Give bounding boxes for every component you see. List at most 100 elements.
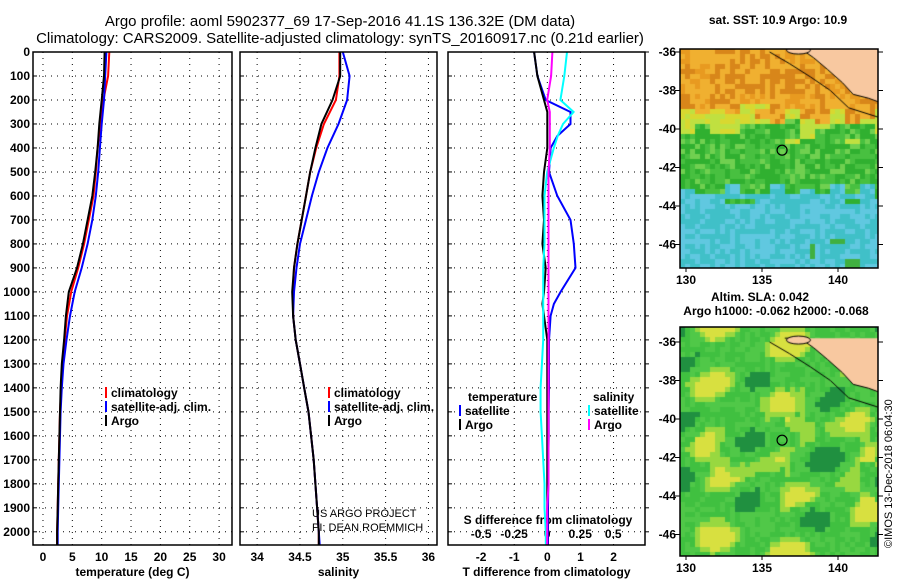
x-tick-label: 25 [183,550,197,564]
legend-label: satellite-adj. clim. [334,400,434,414]
legend-label: Argo [594,418,622,432]
y-tick-label: 900 [10,261,30,275]
series-line-salinity-satellite [539,51,576,545]
x-tick-label: 20 [154,550,168,564]
y-tick-label: 1000 [3,285,30,299]
x-tick-label: 36 [422,550,436,564]
x-tick-label: 34.5 [288,550,312,564]
lat-tick-label: -40 [659,122,677,136]
x-tick-label: 5 [69,550,76,564]
lat-tick-label: -38 [659,374,677,388]
x-tick-label: 30 [212,550,226,564]
series-line-salinity-argo [546,51,554,545]
sst-map-title: sat. SST: 10.9 Argo: 10.9 [709,13,848,27]
x-tick-label: 2 [610,550,617,564]
lon-tick-label: 135 [752,561,772,575]
plot-frame [447,51,646,546]
lat-tick-label: -40 [659,412,677,426]
y-tick-label: 1800 [3,477,30,491]
series-line-argo [291,52,342,545]
credit-line-2: PI: DEAN ROEMMICH [312,522,423,534]
legend-label: climatology [334,386,401,400]
lon-tick-label: 140 [828,273,848,287]
legend-title-temperature: temperature [468,390,538,404]
x-tick-label: 34 [250,550,264,564]
x-tick-label: 1 [577,550,584,564]
x-tick-label: 10 [95,550,109,564]
x2-tick-label: -0.5 [471,527,492,541]
x-axis-label: temperature (deg C) [75,565,189,579]
lat-tick-label: -44 [659,199,677,213]
plot-frame [32,51,233,546]
y-tick-label: 1500 [3,405,30,419]
title-line-2: Climatology: CARS2009. Satellite-adjuste… [36,30,644,47]
credit-line-1: US ARGO PROJECT [312,508,417,520]
x-axis-label: T difference from climatology [462,565,630,579]
profile-location-marker [776,144,788,156]
x-tick-label: 0 [40,550,47,564]
lat-tick-label: -36 [659,335,677,349]
lat-tick-label: -38 [659,84,677,98]
sla-map-title-2: Argo h1000: -0.062 h2000: -0.068 [683,304,869,318]
x-axis-label: salinity [318,565,360,579]
y-tick-label: 1600 [3,429,30,443]
y-tick-label: 200 [10,93,30,107]
x2-tick-label: -0.25 [500,527,528,541]
y-tick-label: 100 [10,69,30,83]
x2-tick-label: 0.25 [569,527,593,541]
y-tick-label: 400 [10,141,30,155]
legend-label: climatology [111,386,178,400]
lat-tick-label: -36 [659,45,677,59]
sla-map-image [680,327,878,556]
y-tick-label: 1900 [3,501,30,515]
series-line-temperature-satellite [533,51,577,545]
series-line-argo [56,51,106,545]
sst-map-image [680,49,878,268]
x-tick-label: 35 [336,550,350,564]
y-tick-label: 600 [10,189,30,203]
legend-label: Argo [465,418,493,432]
y-tick-label: 800 [10,237,30,251]
y-tick-label: 1100 [4,309,30,323]
legend-title-salinity: salinity [593,390,635,404]
y-tick-label: 300 [10,117,30,131]
lon-tick-label: 140 [828,561,848,575]
x-tick-label: 0 [544,550,551,564]
y-tick-label: 500 [10,165,30,179]
x-tick-label: 35.5 [374,550,398,564]
map-frame [679,326,879,557]
y-tick-label: 2000 [3,525,30,539]
map-frame [679,48,879,269]
legend-label: satellite [594,404,639,418]
x-tick-label: -1 [509,550,520,564]
legend-label: Argo [111,414,139,428]
legend-label: satellite-adj. clim. [111,400,211,414]
lat-tick-label: -46 [659,238,677,252]
y-tick-label: 1200 [3,333,30,347]
title-line-1: Argo profile: aoml 5902377_69 17-Sep-201… [105,13,575,30]
lon-tick-label: 130 [676,273,696,287]
x-tick-label: 15 [124,550,138,564]
lat-tick-label: -42 [659,161,677,175]
y-tick-label: 1300 [3,357,30,371]
lat-tick-label: -44 [659,489,677,503]
plot-frame [239,51,438,546]
lon-tick-label: 135 [752,273,772,287]
x-tick-label: -2 [476,550,487,564]
x2-tick-label: 0.5 [605,527,622,541]
y-tick-label: 0 [23,45,30,59]
series-line-temperature-argo [533,51,549,545]
y-tick-label: 700 [10,213,30,227]
profile-location-marker [776,434,788,446]
legend-label: Argo [334,414,362,428]
lat-tick-label: -46 [659,528,677,542]
sla-map-title-1: Altim. SLA: 0.042 [711,290,809,304]
imos-stamp: ©IMOS 13-Dec-2018 06:04:30 [883,399,895,548]
legend-label: satellite [465,404,510,418]
y-tick-label: 1400 [3,381,30,395]
lon-tick-label: 130 [676,561,696,575]
y-tick-label: 1700 [3,453,30,467]
lat-tick-label: -42 [659,451,677,465]
